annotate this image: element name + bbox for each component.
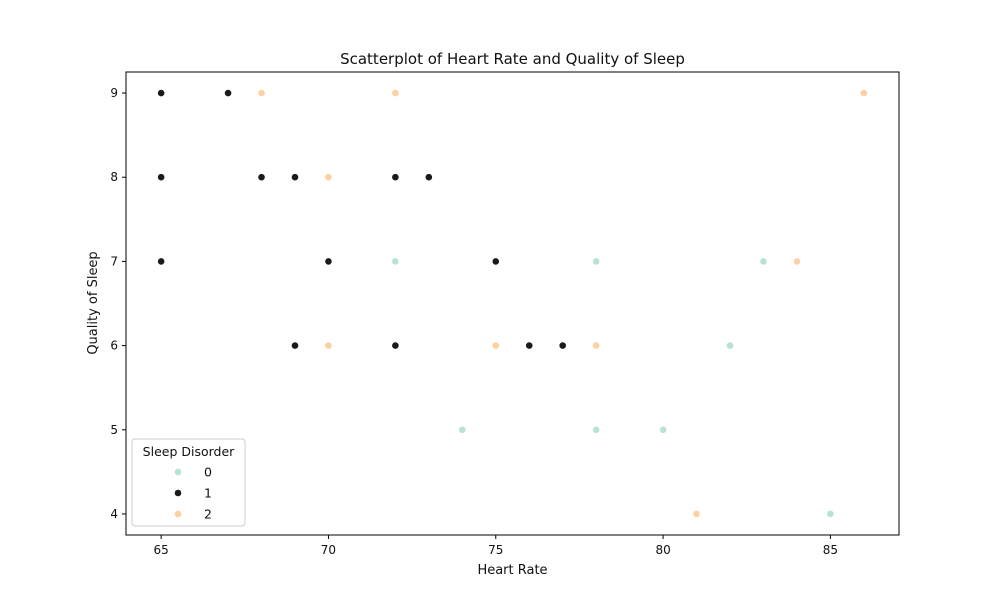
data-point-series-1	[558, 341, 567, 350]
data-point-series-1	[257, 173, 266, 182]
y-tick-label: 6	[110, 339, 118, 353]
legend-marker	[174, 468, 182, 476]
data-point-series-2	[324, 341, 333, 350]
data-point-series-1	[157, 257, 166, 266]
legend: Sleep Disorder 0 1 2	[131, 438, 246, 527]
data-point-series-0	[592, 257, 601, 266]
y-tick-label: 9	[110, 86, 118, 100]
chart-title: Scatterplot of Heart Rate and Quality of…	[340, 50, 685, 68]
data-point-series-1	[324, 257, 333, 266]
x-tick-label: 65	[153, 543, 168, 557]
legend-label: 1	[204, 486, 212, 501]
data-point-series-1	[491, 257, 500, 266]
legend-marker	[174, 510, 182, 518]
y-axis-ticks: 4 5 6 7 8 9	[110, 86, 126, 521]
x-axis-label: Heart Rate	[477, 563, 547, 578]
data-point-series-1	[157, 173, 166, 182]
legend-label: 0	[204, 465, 212, 480]
x-tick-label: 85	[823, 543, 838, 557]
data-point-series-2	[692, 510, 701, 518]
data-point-series-0	[759, 257, 768, 266]
data-point-series-2	[859, 89, 868, 97]
x-tick-label: 80	[655, 543, 670, 557]
data-point-series-1	[224, 89, 232, 97]
legend-marker	[174, 489, 182, 497]
x-tick-label: 70	[321, 543, 336, 557]
y-tick-label: 4	[110, 507, 118, 521]
data-point-series-0	[391, 257, 400, 266]
y-axis-label: Quality of Sleep	[86, 251, 101, 354]
data-point-series-2	[391, 89, 400, 97]
legend-title: Sleep Disorder	[143, 444, 235, 459]
data-point-series-1	[525, 341, 534, 350]
data-point-series-0	[659, 425, 667, 434]
y-tick-label: 8	[110, 170, 118, 184]
data-point-series-0	[726, 341, 734, 350]
data-point-series-2	[324, 173, 333, 182]
data-point-series-0	[826, 510, 835, 518]
data-point-series-2	[491, 341, 500, 350]
data-point-series-1	[157, 89, 166, 97]
data-point-series-2	[592, 341, 601, 350]
points-layer	[157, 89, 868, 518]
data-point-series-1	[424, 173, 433, 182]
legend-label: 2	[204, 507, 212, 522]
data-point-series-1	[291, 173, 299, 182]
data-point-series-1	[291, 341, 299, 350]
plot-area	[125, 71, 900, 536]
plot-frame	[125, 71, 900, 536]
data-point-series-0	[458, 425, 467, 434]
data-point-series-2	[793, 257, 801, 266]
x-tick-label: 75	[488, 543, 503, 557]
data-point-series-2	[257, 89, 266, 97]
legend-box	[131, 438, 246, 527]
data-point-series-0	[592, 425, 601, 434]
data-point-series-1	[391, 173, 400, 182]
y-tick-label: 5	[110, 423, 118, 437]
data-point-series-1	[391, 341, 400, 350]
y-tick-label: 7	[110, 254, 118, 268]
legend-items: 0 1 2	[174, 465, 212, 522]
x-axis-ticks: 65 70 75 80 85	[153, 535, 838, 557]
